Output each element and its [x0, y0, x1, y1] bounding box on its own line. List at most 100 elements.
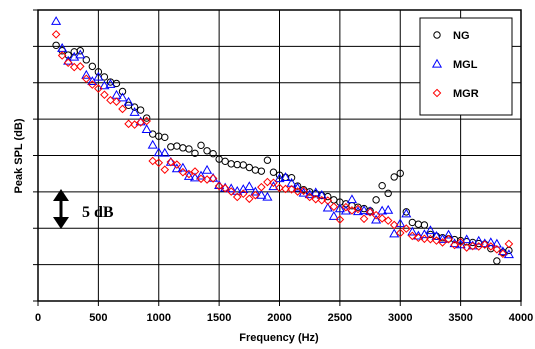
data-point	[383, 204, 394, 214]
legend-marker-mgr	[432, 88, 442, 98]
x-tick-label: 4000	[509, 312, 533, 324]
data-point	[348, 201, 356, 210]
data-point	[153, 147, 164, 157]
data-point	[88, 80, 97, 89]
data-point	[335, 215, 345, 224]
data-point	[461, 234, 472, 244]
grid	[38, 10, 521, 301]
data-point	[214, 181, 224, 191]
legend-label-mgl: MGL	[453, 59, 478, 71]
series-mgr	[51, 30, 514, 259]
data-point	[166, 157, 176, 167]
data-point	[414, 233, 423, 243]
data-point	[263, 177, 272, 187]
scale-annotation: 5 dB	[53, 189, 114, 229]
data-point	[280, 172, 291, 181]
x-tick-label: 1000	[147, 312, 171, 324]
x-axis-title: Frequency (Hz)	[239, 332, 319, 344]
data-point	[52, 41, 60, 49]
data-point	[58, 47, 66, 55]
data-point	[227, 160, 235, 168]
data-point	[171, 163, 182, 173]
legend-box	[419, 17, 513, 116]
data-point	[378, 181, 386, 190]
x-tick-label: 3000	[388, 312, 412, 324]
data-point	[179, 144, 187, 152]
x-tick-label: 2500	[328, 312, 352, 324]
data-point	[189, 172, 201, 182]
data-point	[81, 69, 92, 79]
data-point	[486, 242, 496, 251]
scale-label: 5 dB	[82, 204, 114, 221]
data-point	[154, 158, 164, 168]
data-point	[426, 234, 435, 244]
data-point	[82, 56, 91, 64]
data-point	[305, 192, 314, 202]
data-point	[420, 234, 429, 244]
data-point	[129, 107, 140, 116]
data-point	[130, 120, 139, 129]
data-point	[281, 184, 290, 194]
data-point	[209, 149, 217, 158]
data-point	[408, 218, 417, 227]
data-point	[177, 162, 188, 172]
data-point	[233, 160, 241, 169]
data-point	[304, 189, 315, 199]
data-point	[485, 237, 496, 247]
data-point	[167, 143, 175, 151]
data-point	[51, 16, 62, 25]
legend-label-mgr: MGR	[453, 88, 479, 100]
data-point	[431, 231, 442, 240]
data-point	[330, 196, 338, 204]
data-point	[263, 156, 272, 164]
data-point	[407, 226, 418, 236]
data-point	[196, 174, 206, 184]
data-point	[269, 178, 278, 188]
data-point	[118, 87, 127, 96]
data-point	[492, 245, 502, 254]
legend: NG MGL MGR	[419, 17, 513, 116]
data-point	[142, 114, 151, 122]
data-point	[438, 238, 447, 247]
data-point	[396, 169, 404, 178]
data-point	[317, 195, 327, 205]
data-point	[88, 62, 97, 71]
data-point	[384, 189, 392, 198]
data-point	[238, 189, 248, 199]
data-point	[106, 95, 115, 105]
x-tick-labels: 0 500 1000 1500 2000 2500 3000 3500 4000	[35, 312, 533, 324]
data-point	[87, 76, 98, 85]
legend-marker-mgl	[431, 58, 443, 68]
data-point	[420, 221, 429, 229]
data-point	[275, 183, 284, 193]
data-point	[244, 181, 255, 191]
data-point	[178, 167, 188, 177]
y-axis-ticks	[33, 9, 38, 302]
data-point	[450, 240, 459, 250]
data-point	[493, 257, 501, 265]
data-point	[480, 240, 490, 249]
data-point	[75, 62, 85, 71]
y-axis-title: Peak SPL (dB)	[13, 118, 25, 193]
data-point	[105, 78, 116, 88]
legend-marker-ng	[433, 31, 441, 39]
x-tick-label: 0	[35, 312, 41, 324]
data-point	[239, 161, 247, 169]
data-point	[142, 116, 151, 126]
data-point	[136, 106, 145, 114]
data-point	[173, 142, 181, 150]
data-point	[334, 203, 345, 213]
data-point	[443, 229, 454, 239]
data-point	[94, 68, 103, 76]
data-point	[287, 185, 296, 194]
data-point	[220, 183, 230, 193]
data-point	[112, 79, 121, 88]
data-point	[201, 164, 213, 174]
data-point	[444, 234, 453, 244]
data-point	[329, 202, 339, 212]
data-point	[160, 165, 170, 174]
data-point	[195, 170, 207, 180]
data-point	[232, 192, 242, 202]
data-markers	[51, 16, 514, 265]
data-point	[159, 147, 170, 157]
